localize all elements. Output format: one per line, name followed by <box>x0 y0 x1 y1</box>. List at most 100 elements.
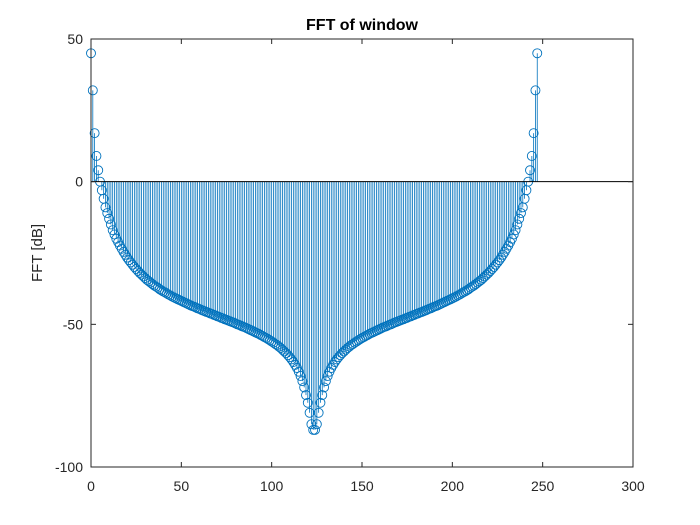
stem-marker <box>497 249 508 260</box>
x-tick-label: 150 <box>350 478 374 494</box>
stem-marker <box>460 286 470 297</box>
x-axis-ticks: 0 50 100 150 200 250 300 <box>87 39 645 494</box>
stem-marker <box>120 249 131 260</box>
stem-marker <box>507 233 517 244</box>
x-tick-label: 0 <box>87 478 95 494</box>
stem-marker <box>154 284 165 295</box>
stem-marker <box>266 336 277 347</box>
stem-marker <box>353 335 364 346</box>
stem-marker <box>478 273 488 284</box>
stem-marker <box>118 246 129 257</box>
stem-marker <box>351 336 362 347</box>
y-axis-label: FFT [dB] <box>29 224 46 282</box>
stem-marker <box>281 348 292 359</box>
stem-marker <box>494 255 505 266</box>
stem-marker <box>465 282 476 293</box>
stem-marker <box>295 371 306 381</box>
stem-marker <box>335 350 346 361</box>
stem-marker <box>152 282 163 293</box>
stem-marker <box>288 357 299 367</box>
stem-marker <box>147 279 158 290</box>
stem-marker <box>87 85 98 96</box>
stem-marker <box>286 354 297 365</box>
stem-marker <box>104 213 115 224</box>
stem-marker <box>133 266 143 276</box>
stem-marker <box>454 289 465 300</box>
stem-marker <box>514 213 525 224</box>
stem-marker <box>313 407 324 418</box>
stem-marker <box>512 219 523 230</box>
stem-marker <box>151 281 161 292</box>
stem-marker <box>508 229 519 240</box>
stem-marker <box>322 371 333 381</box>
stem-marker <box>532 48 543 59</box>
stem-marker <box>317 390 328 401</box>
stem-marker <box>275 343 286 353</box>
y-tick-label: 0 <box>75 174 83 190</box>
stem-marker <box>131 264 142 274</box>
stem-marker <box>107 225 118 236</box>
stem-marker <box>328 359 339 370</box>
y-tick-label: -50 <box>63 316 83 332</box>
stem-marker <box>337 348 348 359</box>
stem-marker <box>306 419 317 430</box>
stem-marker <box>485 266 496 276</box>
stem-marker <box>311 419 322 430</box>
stem-marker <box>136 269 147 280</box>
stem-marker <box>102 208 113 219</box>
stem-marker <box>261 333 272 343</box>
stem-marker <box>105 219 116 230</box>
stem-marker <box>299 382 310 393</box>
stem-series <box>90 53 538 430</box>
stem-marker <box>89 128 100 139</box>
stem-marker <box>516 208 526 219</box>
stem-marker <box>302 397 313 408</box>
stem-marker <box>346 340 357 351</box>
stem-marker <box>499 246 510 257</box>
stem-marker <box>160 287 171 298</box>
y-axis-ticks: -100 -50 0 50 <box>55 31 633 475</box>
stem-marker <box>326 363 337 373</box>
x-tick-label: 250 <box>531 478 555 494</box>
stem-marker <box>483 268 494 278</box>
stem-marker <box>528 128 539 139</box>
stem-marker <box>263 334 274 345</box>
stem-marker <box>91 151 102 161</box>
stem-marker <box>479 271 490 282</box>
stem-marker <box>114 240 125 251</box>
stem-marker <box>264 335 275 346</box>
y-tick-label: -100 <box>55 459 83 475</box>
stem-marker <box>93 165 104 176</box>
stem-marker <box>149 280 160 291</box>
stem-marker <box>510 225 521 236</box>
stem-marker <box>129 262 140 272</box>
stem-marker <box>301 390 311 401</box>
stem-marker <box>530 85 541 96</box>
stem-marker <box>134 268 145 278</box>
x-tick-label: 50 <box>174 478 190 494</box>
stem-marker <box>100 202 111 213</box>
chart-title: FFT of window <box>306 17 419 34</box>
stem-marker <box>525 165 535 176</box>
stem-marker <box>476 274 487 285</box>
stem-marker <box>461 285 472 296</box>
stem-marker <box>277 344 288 355</box>
stem-marker <box>501 243 512 254</box>
stem-marker <box>116 243 127 254</box>
stem-marker <box>526 151 537 161</box>
stem-marker <box>320 376 331 387</box>
stem-marker <box>319 382 330 393</box>
x-tick-label: 100 <box>260 478 284 494</box>
stem-marker <box>348 339 358 349</box>
stem-marker <box>333 352 344 363</box>
stem-marker <box>279 346 290 357</box>
stem-marker <box>496 252 507 263</box>
stem-marker <box>310 424 320 435</box>
stem-marker <box>315 397 326 408</box>
stem-marker <box>349 337 360 348</box>
stem-marker <box>463 284 474 295</box>
stem-marker <box>293 366 304 377</box>
x-tick-label: 200 <box>441 478 465 494</box>
y-tick-label: 50 <box>67 31 83 47</box>
stem-marker <box>481 269 492 280</box>
